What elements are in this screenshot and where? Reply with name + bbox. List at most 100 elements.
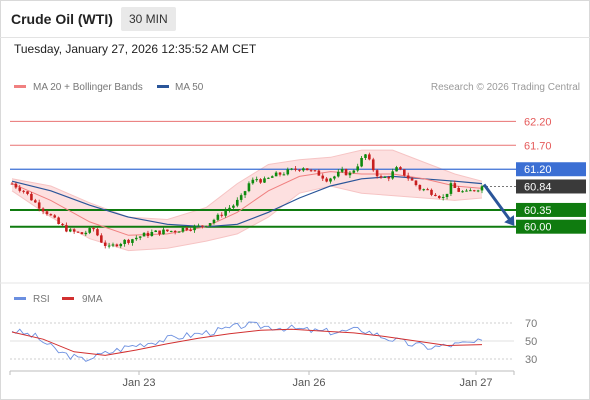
candle-body [476,190,480,192]
candle-body [255,179,259,181]
candle-body [181,227,185,232]
candle-body [344,169,348,176]
candle-body [453,183,457,188]
candle-body [197,225,200,227]
candle-body [305,168,309,171]
x-tick-label: Jan 23 [122,377,155,389]
price-candles [10,152,484,249]
candle-body [127,239,130,243]
candle-body [309,170,313,172]
level-label-61.70: 61.70 [524,140,552,152]
key-levels [10,120,516,228]
rsi-tick-70: 70 [525,318,537,330]
level-label-61.20: 61.20 [524,164,552,176]
candle-body [321,175,325,179]
ma50-legend-swatch [157,85,169,88]
rsi-line [11,321,483,362]
rsi-pane: 70 50 30 [10,318,537,366]
candle-body [107,245,111,247]
candle-body [212,219,216,224]
candle-body [410,178,414,181]
candle-body [208,223,212,226]
candle-body [61,224,64,226]
candle-body [123,239,126,244]
candle-body [403,169,406,176]
candle-body [379,176,383,178]
candle-body [480,186,484,191]
candle-body [72,229,76,232]
candle-body [406,175,410,179]
candle-body [364,154,367,158]
candle-body [461,191,464,193]
candle-body [22,190,25,192]
candle-body [103,242,107,246]
timeframe-badge[interactable]: 30 MIN [121,7,176,31]
candle-body [26,191,29,194]
bollinger-band [12,150,482,251]
ma50-legend-label: MA 50 [175,82,204,93]
candle-body [134,237,138,240]
timestamp: Tuesday, January 27, 2026 12:35:52 AM CE… [14,42,257,56]
level-labels: 62.20 61.70 61.20 60.35 60.00 60.84 [482,116,586,234]
candle-body [235,199,239,206]
candle-body [325,178,328,182]
candle-body [177,231,181,233]
candle-body [247,183,251,192]
candle-body [138,236,142,238]
candle-body [469,190,472,192]
candle-body [96,229,99,236]
candle-body [348,172,352,176]
x-tick-label: Jan 26 [292,377,325,389]
candle-body [422,189,426,191]
candle-body [45,211,49,215]
candle-body [263,178,266,183]
candle-body [472,190,476,192]
bollinger-lower-line [11,185,483,252]
candle-body [80,232,84,235]
candle-body [92,228,95,230]
candle-body [41,208,45,212]
rsi-ma-line [11,328,483,356]
candle-body [115,244,119,247]
last-price-badge [516,179,586,194]
candle-body [313,170,317,172]
candle-body [426,189,429,191]
candle-body [232,205,235,208]
header-divider [0,37,590,38]
candle-body [251,179,255,184]
rsi-tick-50: 50 [525,336,537,348]
candle-body [387,176,391,179]
candle-body [371,159,375,171]
last-price-label: 60.84 [524,181,552,193]
candle-body [169,230,173,232]
forecast-arrow-head [504,215,515,226]
ma20-legend-swatch [14,85,26,88]
ma50-line [11,175,483,228]
ma20-legend-label: MA 20 + Bollinger Bands [33,82,143,93]
candle-body [278,172,282,175]
candle-body [100,235,103,243]
candle-body [166,229,169,232]
candle-body [162,229,165,235]
candle-body [142,232,146,237]
candle-body [395,167,398,172]
candle-body [201,225,204,227]
candle-body [434,194,437,197]
candle-body [154,230,158,233]
candle-body [457,187,460,192]
candle-body [383,176,387,178]
rsi-legend-swatch [14,297,26,300]
candle-body [282,174,286,176]
candle-body [391,171,394,179]
candle-body [445,193,449,197]
candle-body [68,229,72,232]
candle-body [352,170,356,173]
candle-body [224,209,227,216]
candle-body [465,190,468,192]
candle-body [302,168,305,171]
level-label-60.00: 60.00 [524,222,552,234]
level-badge-61.20 [516,162,586,177]
candle-body [414,180,418,186]
candle-body [437,196,441,198]
bollinger-band-area [11,149,483,252]
